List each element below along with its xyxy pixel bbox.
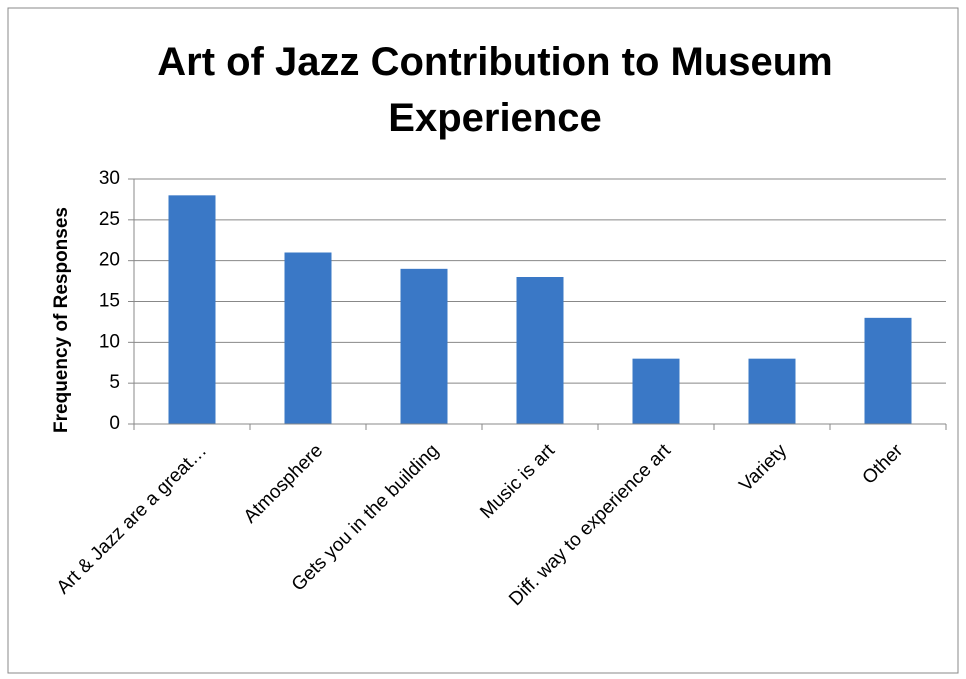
bar: [864, 317, 912, 424]
y-tick-label: 15: [99, 291, 120, 312]
x-tick-label: Music is art: [476, 440, 559, 523]
y-tick-label: 25: [99, 209, 120, 230]
x-tick-label: Other: [859, 440, 908, 489]
y-axis-label: Frequency of Responses: [51, 207, 72, 433]
y-tick-label: 30: [99, 168, 120, 189]
y-tick-label: 0: [109, 413, 120, 434]
bar: [168, 195, 216, 424]
bar: [284, 252, 332, 424]
bar: [400, 268, 448, 424]
bar: [632, 358, 680, 424]
x-tick-label: Variety: [735, 440, 791, 496]
chart-frame: [7, 7, 959, 674]
y-tick-label: 10: [99, 331, 120, 352]
y-tick-label: 20: [99, 250, 120, 271]
bar: [516, 277, 564, 424]
bar: [748, 358, 796, 424]
x-tick-label: Art & Jazz are a great…: [53, 440, 211, 598]
y-tick-label: 5: [109, 372, 120, 393]
x-tick-label: Atmosphere: [240, 440, 327, 527]
chart-title: Art of Jazz Contribution to Museum Exper…: [157, 40, 833, 140]
